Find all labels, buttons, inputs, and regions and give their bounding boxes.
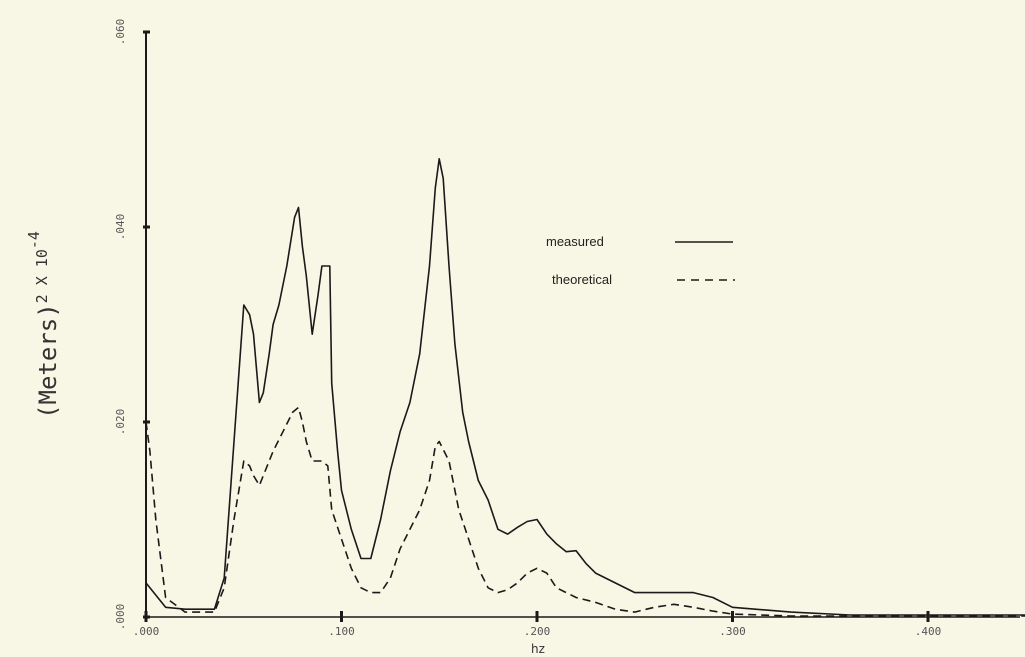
x-tick-label: .000 [133, 625, 160, 638]
x-tick-label: .400 [915, 625, 942, 638]
y-tick-label: .020 [114, 409, 127, 436]
y-tick-label: .000 [114, 604, 127, 631]
x-tick-label: .200 [524, 625, 551, 638]
x-axis-label: hz [531, 642, 545, 656]
series-line-measured [145, 158, 1025, 616]
y-tick-label: .060 [114, 19, 127, 46]
legend-label-theoretical: theoretical [552, 272, 612, 287]
legend-label-measured: measured [546, 234, 604, 249]
x-tick-label: .100 [328, 625, 355, 638]
y-axis-label: (Meters)2 X 10-4 [25, 231, 62, 419]
x-tick-label: .300 [719, 625, 746, 638]
series-line-theoretical [145, 406, 1025, 617]
y-tick-label: .040 [114, 214, 127, 241]
legend: measured theoretical [546, 234, 735, 287]
